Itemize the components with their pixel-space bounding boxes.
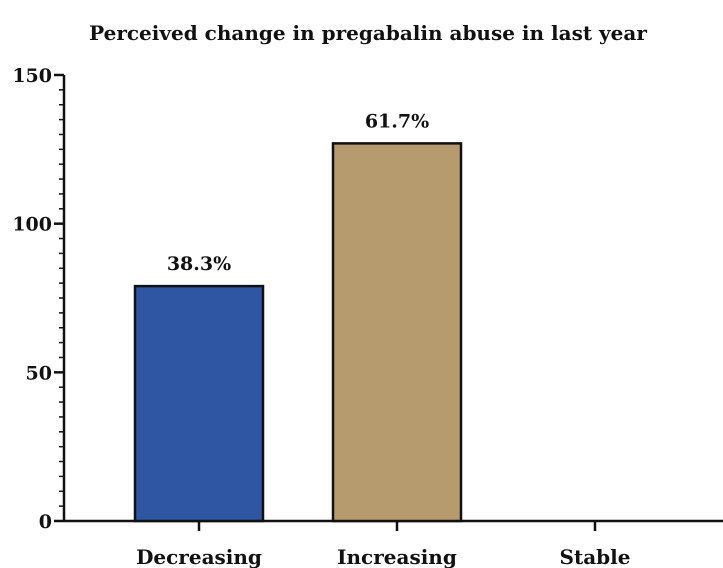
data-labels: 38.3% 61.7% [167, 110, 429, 275]
bar-increasing [331, 142, 463, 523]
y-tick-label: 150 [12, 65, 52, 87]
chart-title: Perceived change in pregabalin abuse in … [89, 21, 647, 45]
y-tick-label: 50 [26, 362, 52, 384]
data-label-increasing: 61.7% [365, 110, 429, 132]
x-tick-label: Increasing [337, 545, 457, 568]
y-tick-label: 0 [39, 511, 52, 533]
x-tick-labels: Decreasing Increasing Stable [136, 545, 630, 568]
bar-decreasing [133, 284, 265, 523]
x-tick-label: Stable [560, 545, 631, 568]
bars [133, 142, 463, 523]
x-axis [64, 519, 723, 531]
y-tick-label: 100 [12, 214, 52, 236]
data-label-decreasing: 38.3% [167, 253, 231, 275]
x-tick-label: Decreasing [136, 545, 262, 568]
y-axis: 0 50 100 150 [12, 65, 66, 533]
